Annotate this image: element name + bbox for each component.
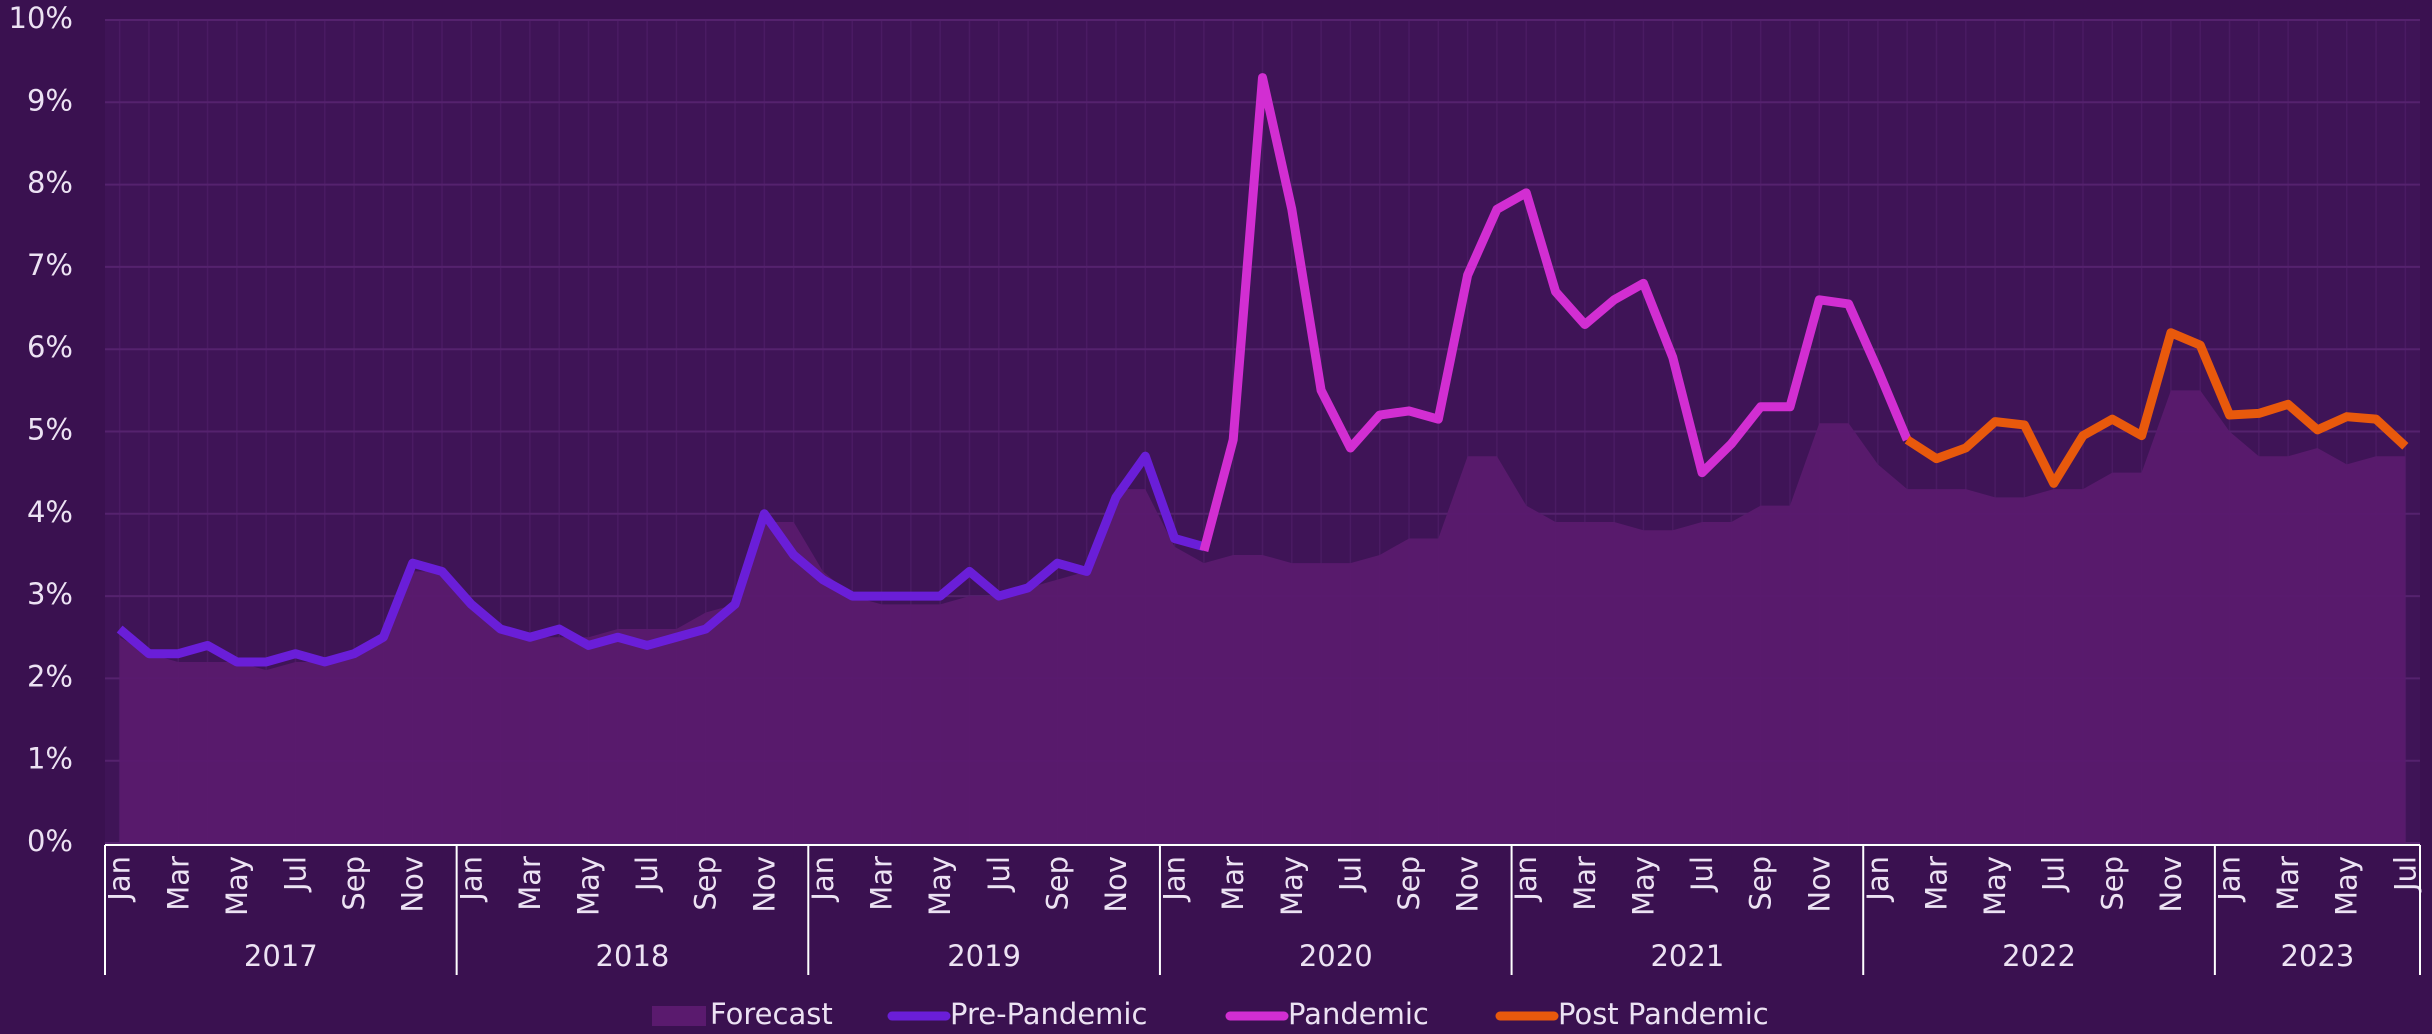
y-tick-label: 3% xyxy=(27,577,73,611)
y-tick-label: 1% xyxy=(27,742,73,776)
x-tick-label: Jul xyxy=(2388,856,2422,893)
y-tick-label: 4% xyxy=(27,495,73,529)
x-tick-label: May xyxy=(1978,856,2012,916)
x-tick-label: Nov xyxy=(2154,856,2188,913)
x-tick-label: Mar xyxy=(161,856,195,911)
y-tick-label: 5% xyxy=(27,413,73,447)
legend-label: Forecast xyxy=(710,997,833,1031)
series-line xyxy=(116,451,1206,667)
year-label: 2021 xyxy=(1650,939,1724,973)
x-tick-label: Mar xyxy=(2271,856,2305,911)
year-label: 2023 xyxy=(2281,939,2355,973)
year-label: 2017 xyxy=(244,939,318,973)
x-tick-label: Jul xyxy=(982,856,1016,893)
x-tick-label: Mar xyxy=(1919,856,1953,911)
x-tick-label: Jan xyxy=(1861,856,1895,903)
y-tick-label: 6% xyxy=(27,330,73,364)
x-tick-label: Sep xyxy=(2095,856,2129,911)
x-tick-label: Sep xyxy=(1392,856,1426,911)
y-tick-label: 9% xyxy=(27,83,73,117)
x-tick-label: Jan xyxy=(2213,856,2247,903)
x-tick-label: Mar xyxy=(1568,856,1602,911)
x-tick-label: Jan xyxy=(103,856,137,903)
x-tick-label: Jul xyxy=(630,856,664,893)
year-label: 2019 xyxy=(947,939,1021,973)
x-tick-label: May xyxy=(2330,856,2364,916)
x-tick-label: Nov xyxy=(747,856,781,913)
forecast-area xyxy=(119,390,2406,843)
legend-swatch xyxy=(652,1006,706,1026)
x-tick-label: May xyxy=(1275,856,1309,916)
x-tick-label: Jul xyxy=(1685,856,1719,893)
x-tick-label: Jan xyxy=(806,856,840,903)
x-tick-label: Sep xyxy=(337,856,371,911)
legend-label: Pre-Pandemic xyxy=(950,997,1147,1031)
year-label: 2022 xyxy=(2002,939,2076,973)
x-tick-label: Jul xyxy=(278,856,312,893)
x-tick-label: Mar xyxy=(1216,856,1250,911)
x-tick-label: Jul xyxy=(1333,856,1367,893)
x-tick-label: Mar xyxy=(513,856,547,911)
x-tick-label: May xyxy=(572,856,606,916)
x-tick-label: Sep xyxy=(1744,856,1778,911)
x-tick-label: Nov xyxy=(1099,856,1133,913)
x-tick-label: Jul xyxy=(2037,856,2071,893)
y-tick-label: 2% xyxy=(27,659,73,693)
y-tick-label: 8% xyxy=(27,166,73,200)
x-tick-label: Jan xyxy=(454,856,488,903)
y-tick-label: 7% xyxy=(27,248,73,282)
series-line xyxy=(1199,73,1912,552)
x-tick-label: Mar xyxy=(865,856,899,911)
x-tick-label: Jan xyxy=(1509,856,1543,903)
year-label: 2020 xyxy=(1299,939,1373,973)
y-tick-label: 0% xyxy=(27,824,73,858)
series-line xyxy=(1904,328,2409,488)
x-tick-label: May xyxy=(923,856,957,916)
year-label: 2018 xyxy=(596,939,670,973)
x-tick-label: Jan xyxy=(1158,856,1192,903)
x-tick-label: Nov xyxy=(1451,856,1485,913)
x-tick-label: Sep xyxy=(689,856,723,911)
y-tick-label: 10% xyxy=(9,1,73,35)
x-tick-label: Nov xyxy=(396,856,430,913)
legend-label: Pandemic xyxy=(1288,997,1429,1031)
x-tick-label: May xyxy=(1626,856,1660,916)
x-tick-label: Sep xyxy=(1040,856,1074,911)
x-tick-label: May xyxy=(220,856,254,916)
legend-label: Post Pandemic xyxy=(1558,997,1769,1031)
x-tick-label: Nov xyxy=(1802,856,1836,913)
